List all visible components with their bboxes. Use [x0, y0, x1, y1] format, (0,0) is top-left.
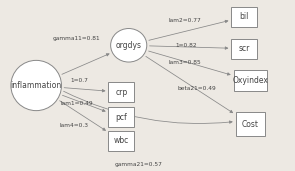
Text: Cost: Cost: [242, 120, 259, 129]
Text: lam2=0.77: lam2=0.77: [169, 18, 201, 23]
FancyBboxPatch shape: [236, 112, 265, 136]
Text: beta21=0.49: beta21=0.49: [177, 86, 216, 91]
FancyBboxPatch shape: [109, 131, 135, 151]
Text: wbc: wbc: [114, 136, 129, 145]
FancyBboxPatch shape: [234, 70, 267, 90]
Text: lam4=0.3: lam4=0.3: [59, 123, 88, 128]
FancyBboxPatch shape: [109, 107, 135, 127]
Ellipse shape: [11, 60, 61, 111]
FancyBboxPatch shape: [231, 7, 257, 27]
Text: bil: bil: [240, 12, 249, 21]
FancyBboxPatch shape: [109, 82, 135, 102]
FancyBboxPatch shape: [231, 39, 257, 59]
Text: gamma21=0.57: gamma21=0.57: [115, 162, 163, 167]
Text: scr: scr: [239, 44, 250, 53]
Text: Oxyindex: Oxyindex: [232, 76, 268, 85]
Text: gamma11=0.81: gamma11=0.81: [53, 36, 101, 41]
Text: 1=0.82: 1=0.82: [176, 43, 197, 48]
Text: lam3=0.85: lam3=0.85: [169, 60, 201, 64]
Ellipse shape: [111, 29, 147, 62]
Text: pcf: pcf: [116, 113, 127, 122]
Text: 1=0.7: 1=0.7: [71, 78, 88, 83]
Text: crp: crp: [115, 88, 128, 97]
Text: lam1=0.49: lam1=0.49: [60, 101, 93, 106]
Text: orgdys: orgdys: [116, 41, 142, 50]
Text: inflammation: inflammation: [11, 81, 62, 90]
